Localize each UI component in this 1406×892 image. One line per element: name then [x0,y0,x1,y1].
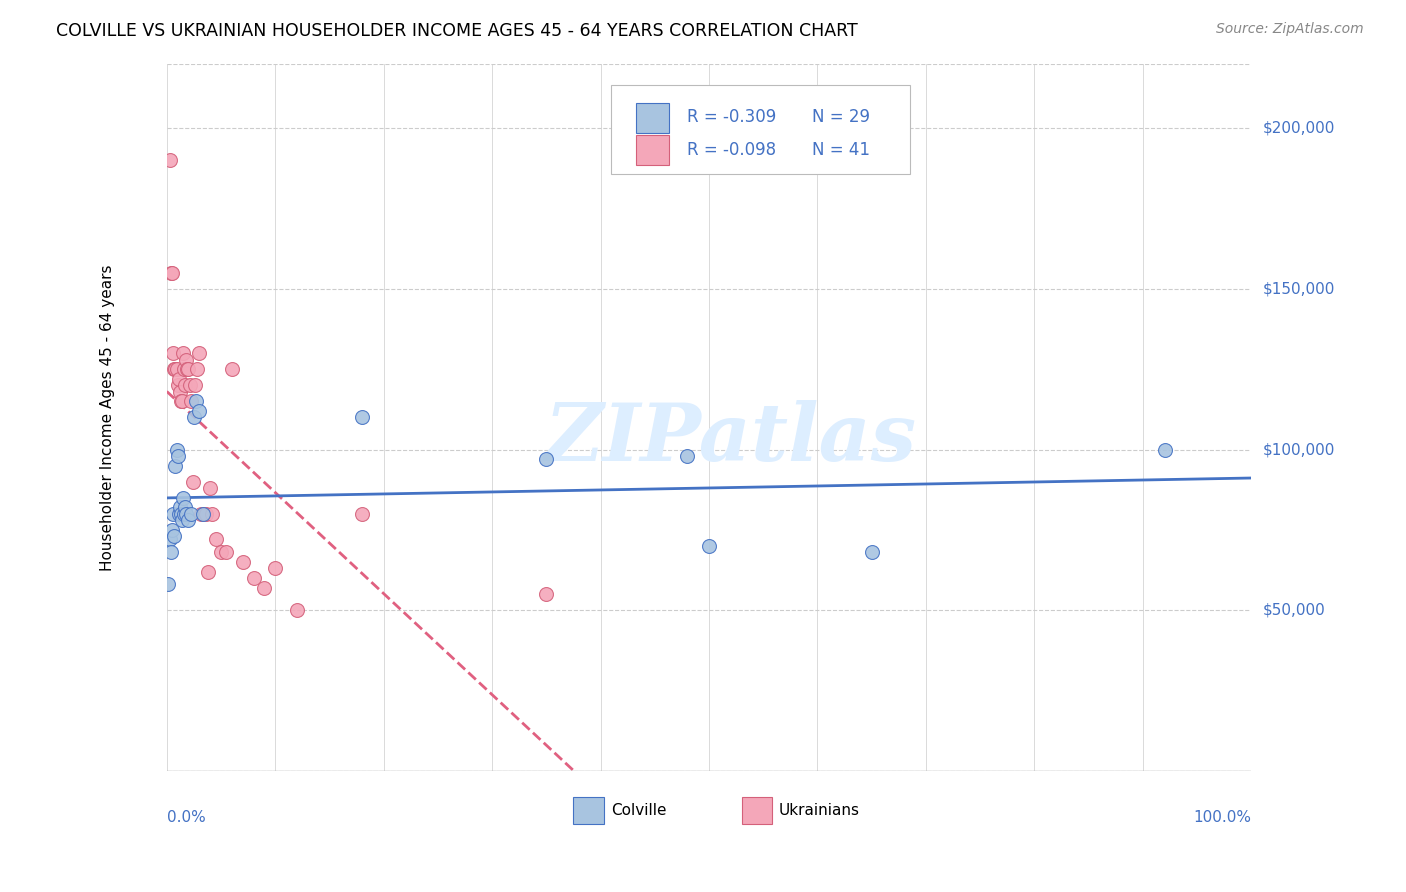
Point [536,452,558,467]
Text: $150,000: $150,000 [1263,281,1334,296]
Point [166,449,188,463]
Point [676,449,699,463]
Point [1153,442,1175,457]
Point [165,458,187,473]
Point [193,507,215,521]
Text: N = 29: N = 29 [813,108,870,126]
Point [169,384,191,399]
Point [194,507,217,521]
Point [176,362,198,376]
Point [191,507,214,521]
Point [174,378,197,392]
Point [167,372,190,386]
Point [176,352,198,367]
Point [536,587,558,601]
Point [204,533,226,547]
Point [166,362,188,376]
Point [180,394,202,409]
Point [350,410,373,425]
Point [173,362,195,376]
FancyBboxPatch shape [612,86,910,174]
Text: Source: ZipAtlas.com: Source: ZipAtlas.com [1216,22,1364,37]
Point [190,507,212,521]
Point [221,362,243,376]
Point [162,346,184,360]
Text: Householder Income Ages 45 - 64 years: Householder Income Ages 45 - 64 years [100,264,115,571]
Point [167,507,190,521]
Point [232,555,254,569]
Text: R = -0.098: R = -0.098 [688,141,776,159]
Point [177,513,200,527]
Text: R = -0.309: R = -0.309 [688,108,776,126]
Point [170,513,193,527]
Point [285,603,308,617]
Text: Ukrainians: Ukrainians [779,803,859,818]
Bar [741,797,772,823]
Point [197,565,219,579]
Point [184,394,207,409]
Point [156,577,179,591]
Point [173,507,195,521]
Point [201,507,224,521]
Point [181,475,204,489]
Point [172,346,194,360]
Point [697,539,720,553]
Point [169,500,191,515]
Point [159,533,181,547]
Point [163,529,186,543]
Point [170,394,193,409]
Point [198,481,221,495]
Point [176,507,198,521]
Point [159,153,181,168]
Point [215,545,238,559]
Point [183,410,205,425]
Bar [637,103,669,133]
Text: 0.0%: 0.0% [167,810,205,824]
Text: ZIPatlas: ZIPatlas [544,400,917,477]
Point [165,362,187,376]
Bar [574,797,603,823]
Point [186,362,208,376]
Point [184,378,207,392]
Point [179,378,201,392]
Point [242,571,264,585]
Point [163,362,186,376]
Point [160,545,183,559]
Point [174,500,197,515]
Point [188,404,211,418]
Point [160,266,183,280]
Text: N = 41: N = 41 [813,141,870,159]
Point [162,507,184,521]
Text: $100,000: $100,000 [1263,442,1334,457]
Text: $200,000: $200,000 [1263,120,1334,136]
Text: COLVILLE VS UKRAINIAN HOUSEHOLDER INCOME AGES 45 - 64 YEARS CORRELATION CHART: COLVILLE VS UKRAINIAN HOUSEHOLDER INCOME… [56,22,858,40]
Point [172,491,194,505]
Point [860,545,883,559]
Point [160,266,183,280]
Text: $50,000: $50,000 [1263,603,1324,617]
Text: 100.0%: 100.0% [1194,810,1251,824]
Point [166,442,188,457]
Point [264,561,287,575]
Point [160,523,183,537]
Text: Colville: Colville [612,803,666,818]
Point [253,581,276,595]
Point [177,362,200,376]
Point [209,545,232,559]
Point [166,378,188,392]
Point [170,507,193,521]
Point [350,507,373,521]
Point [180,507,202,521]
Point [170,394,193,409]
Point [188,346,211,360]
Bar [637,136,669,165]
